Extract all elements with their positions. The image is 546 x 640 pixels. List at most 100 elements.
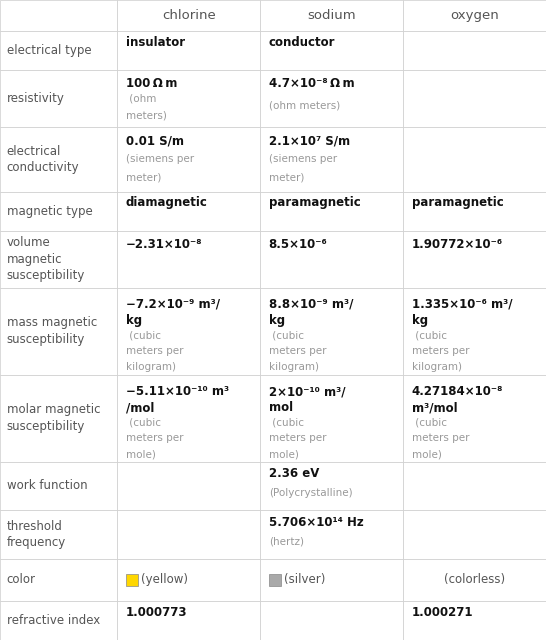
Text: threshold
frequency: threshold frequency: [7, 520, 66, 549]
Text: 8.8×10⁻⁹ m³/: 8.8×10⁻⁹ m³/: [269, 298, 353, 311]
Text: meters per: meters per: [269, 433, 326, 444]
Text: meters per: meters per: [126, 346, 183, 356]
Bar: [0, 287, 117, 374]
Text: 5.706×10¹⁴ Hz: 5.706×10¹⁴ Hz: [269, 516, 364, 529]
Bar: [260, 461, 403, 510]
Bar: [403, 127, 546, 192]
Bar: [403, 70, 546, 127]
Bar: [0, 70, 117, 127]
Bar: [117, 0, 260, 31]
Bar: [117, 31, 260, 70]
Bar: [0, 510, 117, 559]
Text: (cubic: (cubic: [126, 417, 161, 428]
Bar: [0, 461, 117, 510]
Bar: [117, 559, 260, 601]
Bar: [117, 70, 260, 127]
Text: (ohm: (ohm: [126, 93, 156, 104]
Text: mole): mole): [126, 449, 156, 460]
Bar: [117, 192, 260, 231]
Bar: [260, 0, 403, 31]
Text: kg: kg: [126, 314, 142, 327]
Text: 0.01 S/m: 0.01 S/m: [126, 134, 183, 148]
Text: molar magnetic
susceptibility: molar magnetic susceptibility: [7, 403, 100, 433]
Bar: [0, 374, 117, 461]
Text: (Polycrystalline): (Polycrystalline): [269, 488, 352, 498]
Text: −7.2×10⁻⁹ m³/: −7.2×10⁻⁹ m³/: [126, 298, 219, 311]
Text: 1.335×10⁻⁶ m³/: 1.335×10⁻⁶ m³/: [412, 298, 512, 311]
Bar: [0, 231, 117, 287]
Bar: [260, 192, 403, 231]
Text: insulator: insulator: [126, 36, 185, 49]
Text: electrical type: electrical type: [7, 44, 91, 57]
Text: meters per: meters per: [269, 346, 326, 356]
Text: (cubic: (cubic: [412, 330, 447, 340]
Bar: [0, 192, 117, 231]
Text: −5.11×10⁻¹⁰ m³: −5.11×10⁻¹⁰ m³: [126, 385, 229, 398]
Text: paramagnetic: paramagnetic: [412, 196, 503, 209]
Text: 1.000271: 1.000271: [412, 605, 473, 619]
Bar: [260, 374, 403, 461]
Bar: [269, 573, 281, 586]
Bar: [117, 601, 260, 640]
Text: 2×10⁻¹⁰ m³/: 2×10⁻¹⁰ m³/: [269, 385, 345, 398]
Text: resistivity: resistivity: [7, 92, 64, 105]
Bar: [117, 461, 260, 510]
Text: magnetic type: magnetic type: [7, 205, 92, 218]
Text: mole): mole): [269, 449, 299, 460]
Text: meter): meter): [269, 173, 304, 183]
Bar: [117, 374, 260, 461]
Bar: [260, 601, 403, 640]
Bar: [260, 510, 403, 559]
Text: (cubic: (cubic: [412, 417, 447, 428]
Bar: [260, 31, 403, 70]
Bar: [403, 374, 546, 461]
Text: refractive index: refractive index: [7, 614, 100, 627]
Bar: [117, 287, 260, 374]
Text: kilogram): kilogram): [126, 362, 176, 372]
Bar: [260, 231, 403, 287]
Text: diamagnetic: diamagnetic: [126, 196, 207, 209]
Bar: [260, 559, 403, 601]
Text: kilogram): kilogram): [412, 362, 462, 372]
Text: meters): meters): [126, 110, 167, 120]
Text: (cubic: (cubic: [269, 417, 304, 428]
Bar: [403, 0, 546, 31]
Text: conductor: conductor: [269, 36, 335, 49]
Text: (yellow): (yellow): [141, 573, 188, 586]
Text: (cubic: (cubic: [126, 330, 161, 340]
Text: 4.27184×10⁻⁸: 4.27184×10⁻⁸: [412, 385, 503, 398]
Text: oxygen: oxygen: [450, 9, 499, 22]
Text: /mol: /mol: [126, 401, 154, 414]
Bar: [0, 559, 117, 601]
Text: mass magnetic
susceptibility: mass magnetic susceptibility: [7, 316, 97, 346]
Text: work function: work function: [7, 479, 87, 492]
Bar: [403, 31, 546, 70]
Text: (colorless): (colorless): [444, 573, 505, 586]
Text: sodium: sodium: [307, 9, 357, 22]
Text: kilogram): kilogram): [269, 362, 319, 372]
Text: paramagnetic: paramagnetic: [269, 196, 360, 209]
Text: 1.000773: 1.000773: [126, 605, 187, 619]
Text: 8.5×10⁻⁶: 8.5×10⁻⁶: [269, 237, 328, 251]
Bar: [260, 70, 403, 127]
Text: meters per: meters per: [412, 346, 469, 356]
Bar: [0, 0, 117, 31]
Text: kg: kg: [269, 314, 285, 327]
Text: 4.7×10⁻⁸ Ω m: 4.7×10⁻⁸ Ω m: [269, 77, 354, 90]
Bar: [403, 559, 546, 601]
Text: (ohm meters): (ohm meters): [269, 100, 340, 111]
Text: meter): meter): [126, 173, 161, 183]
Bar: [403, 231, 546, 287]
Text: mol: mol: [269, 401, 293, 414]
Text: chlorine: chlorine: [162, 9, 216, 22]
Bar: [0, 601, 117, 640]
Text: m³/mol: m³/mol: [412, 401, 458, 414]
Bar: [126, 573, 138, 586]
Bar: [0, 127, 117, 192]
Bar: [117, 510, 260, 559]
Bar: [403, 601, 546, 640]
Text: 1.90772×10⁻⁶: 1.90772×10⁻⁶: [412, 237, 503, 251]
Bar: [403, 192, 546, 231]
Bar: [260, 287, 403, 374]
Text: (hertz): (hertz): [269, 536, 304, 547]
